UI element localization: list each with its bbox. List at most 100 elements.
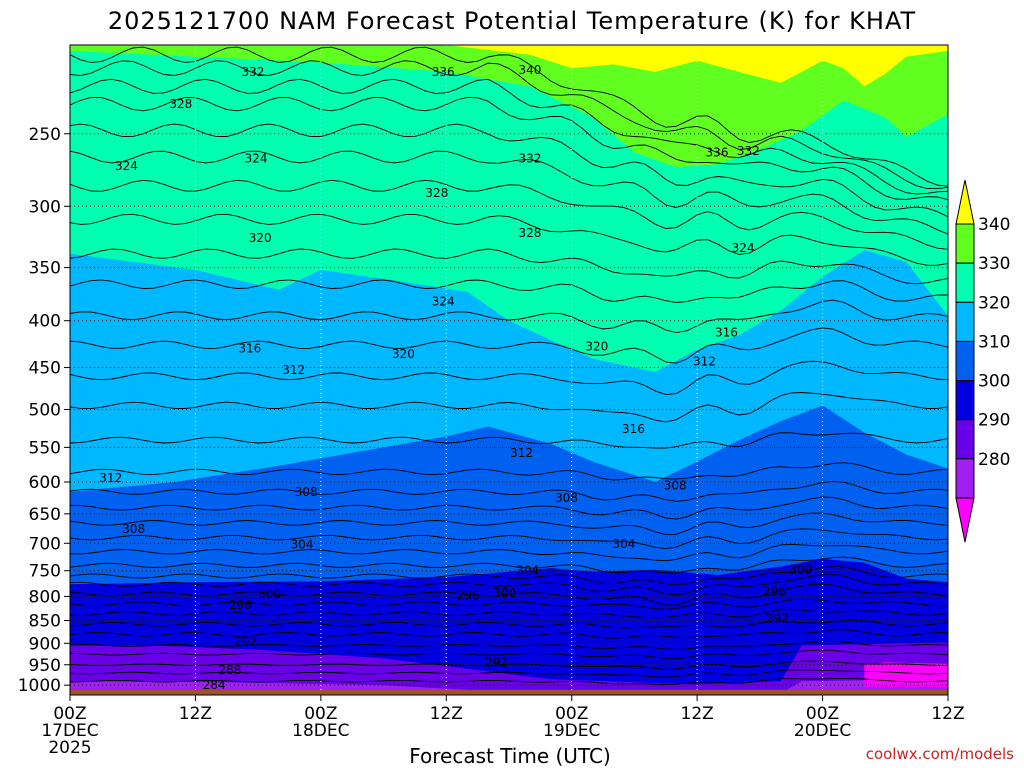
contour-label-text: 316: [622, 422, 645, 436]
contour-line: [70, 565, 948, 586]
contour-label-284: 284: [203, 678, 226, 692]
contour-label-292: 292: [766, 612, 789, 626]
colorbar-label: 300: [978, 372, 1010, 392]
contour-line: [70, 609, 948, 619]
colorbar-top-triangle: [955, 179, 975, 225]
contour-label-text: 296: [763, 584, 786, 598]
contour-line: [70, 583, 948, 606]
colorbar-label: 340: [978, 215, 1010, 235]
contour-label-text: 304: [516, 564, 539, 578]
contour-line: [70, 60, 948, 190]
contour-label-text: 328: [518, 226, 541, 240]
y-tick-label: 1000: [18, 676, 61, 696]
colorbar-label: 280: [978, 450, 1010, 470]
band-2: [70, 45, 948, 87]
contour-label-296: 296: [763, 584, 786, 598]
contour-label-312: 312: [510, 446, 533, 460]
contour-label-312: 312: [99, 471, 122, 485]
contour-label-text: 292: [234, 634, 257, 648]
colorbar: 340 330 320 310 300 290 280: [955, 179, 1010, 543]
contour-line: [70, 213, 948, 266]
contour-label-296: 296: [457, 588, 480, 602]
x-tick-label: 00Z: [806, 704, 839, 724]
contour-line: [70, 432, 948, 449]
contour-label-320: 320: [392, 347, 415, 361]
contour-line: [70, 512, 948, 536]
contour-label-text: 316: [715, 325, 738, 339]
x-tick-label: 18DEC: [292, 721, 349, 741]
contour-label-308: 308: [295, 485, 318, 499]
contour-label-text: 308: [295, 485, 318, 499]
band-7: [864, 662, 948, 687]
contour-line: [70, 78, 948, 195]
contour-line: [70, 123, 948, 218]
contour-line: [70, 660, 948, 670]
contour-label-text: 284: [203, 678, 226, 692]
contour-label-332: 332: [518, 151, 541, 165]
y-tick-label: 850: [29, 612, 61, 632]
contour-line: [70, 629, 948, 639]
y-tick-label: 750: [29, 562, 61, 582]
colorbar-bottom-triangle: [955, 497, 975, 543]
contour-line: [70, 649, 948, 660]
contour-label-text: 288: [218, 663, 241, 677]
contour-line: [70, 528, 948, 550]
contour-label-text: 312: [282, 363, 305, 377]
contour-label-text: 300: [258, 587, 281, 601]
contour-line: [70, 279, 948, 303]
contour-line: [70, 669, 948, 678]
contour-label-text: 292: [485, 656, 508, 670]
y-tick-label: 350: [29, 259, 61, 279]
contour-label-text: 340: [518, 63, 541, 77]
contour-label-336: 336: [706, 145, 729, 159]
contour-label-324: 324: [115, 159, 138, 173]
contour-label-text: 312: [510, 446, 533, 460]
contour-label-336: 336: [432, 65, 455, 79]
x-tick-label: 19DEC: [543, 721, 600, 741]
contour-labels: 332 336 340 328 324 324 332 336 332 328 328 320 324 3…: [99, 63, 812, 692]
contour-label-332: 332: [737, 144, 760, 158]
contour-label-text: 332: [518, 151, 541, 165]
contour-label-324: 324: [432, 294, 455, 308]
contour-label-text: 336: [706, 145, 729, 159]
contour-label-text: 292: [766, 612, 789, 626]
colorbar-segment: [955, 340, 975, 382]
plot-frame: [69, 44, 949, 696]
contour-line: [70, 248, 948, 285]
contour-label-328: 328: [425, 186, 448, 200]
contour-label-text: 320: [585, 340, 608, 354]
contour-label-text: 312: [693, 354, 716, 368]
contour-label-340: 340: [518, 63, 541, 77]
x-tick-label: 12Z: [179, 704, 212, 724]
contour-label-308: 308: [122, 522, 145, 536]
contour-line: [70, 360, 948, 396]
watermark: coolwx.com/models: [866, 745, 1014, 763]
contour-label-text: 308: [664, 478, 687, 492]
contour-label-text: 324: [432, 294, 455, 308]
contour-label-text: 332: [737, 144, 760, 158]
chart-title: 2025121700 NAM Forecast Potential Temper…: [108, 7, 916, 35]
contour-label-304: 304: [516, 564, 539, 578]
contour-label-text: 332: [241, 65, 264, 79]
contour-label-text: 336: [432, 65, 455, 79]
contour-label-332: 332: [241, 65, 264, 79]
y-tick-label: 600: [29, 473, 61, 493]
x-tick-label: 00Z: [304, 704, 337, 724]
grid-lines: [70, 45, 948, 695]
contour-label-312: 312: [282, 363, 305, 377]
y-tick-label: 550: [29, 438, 61, 458]
contour-label-text: 324: [115, 159, 138, 173]
contour-line: [70, 46, 948, 187]
contour-label-text: 308: [122, 522, 145, 536]
y-tick-label: 650: [29, 505, 61, 525]
x-tick-label: 17DEC: [41, 721, 98, 741]
contour-line: [70, 299, 948, 334]
contour-label-text: 312: [99, 471, 122, 485]
contour-label-308: 308: [555, 491, 578, 505]
colorbar-segment: [955, 223, 975, 264]
x-tick-label: 00Z: [53, 704, 86, 724]
contour-label-316: 316: [238, 342, 261, 356]
contour-label-328: 328: [169, 97, 192, 111]
y-tick-label: 250: [29, 125, 61, 145]
